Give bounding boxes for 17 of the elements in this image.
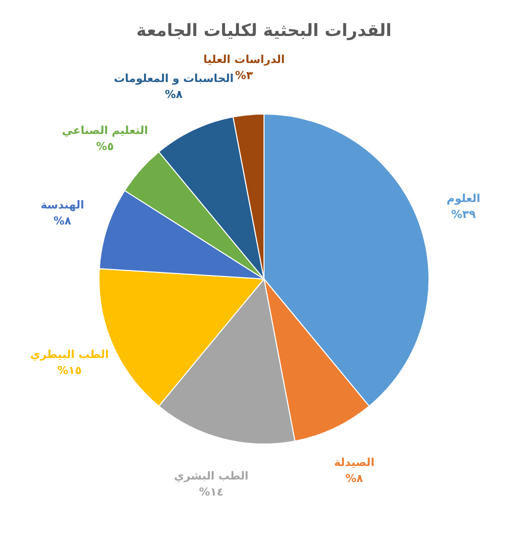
slice-label: الطب البشري [174,469,249,482]
data-label: %٥ [96,140,114,153]
slice-label: الدراسات العليا [203,52,285,66]
data-label: %٣٩ [451,208,476,222]
data-label: %٨ [164,88,183,102]
data-label: %١٥ [57,364,82,378]
slice-label: الحاسبات و المعلومات [114,72,234,86]
data-label: %١٤ [199,485,224,498]
chart-title: القدرات البحثية لكليات الجامعة [136,21,392,41]
slice-label: العلوم [446,192,480,206]
slice-label: الصيدلة [334,456,374,469]
data-label: %٨ [345,472,364,485]
slice-label: الهندسة [40,198,84,212]
slice-label: الطب البيطري [30,348,109,362]
slice-label: التعليم الصناعي [62,124,148,137]
data-label: %٨ [54,214,72,228]
data-label: %٣ [235,68,254,82]
